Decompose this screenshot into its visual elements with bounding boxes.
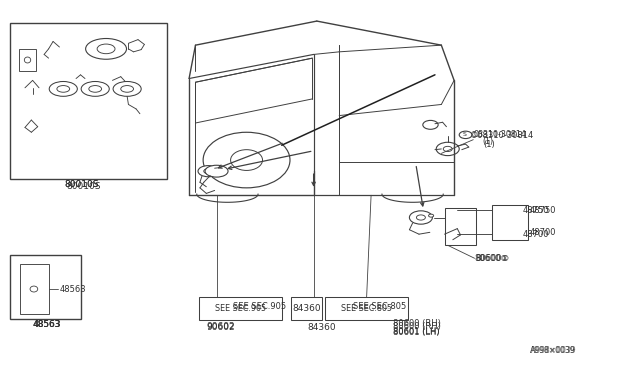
Ellipse shape bbox=[121, 86, 134, 92]
Ellipse shape bbox=[429, 214, 434, 217]
Text: 48563: 48563 bbox=[34, 320, 61, 329]
Text: 90602: 90602 bbox=[207, 322, 236, 331]
Text: 80010S: 80010S bbox=[67, 182, 101, 190]
Ellipse shape bbox=[113, 81, 141, 96]
Text: 48700: 48700 bbox=[529, 228, 556, 237]
Ellipse shape bbox=[203, 132, 290, 188]
Text: 48563: 48563 bbox=[33, 320, 61, 329]
Ellipse shape bbox=[30, 286, 38, 292]
Bar bbox=[492, 205, 527, 240]
Text: 90602: 90602 bbox=[207, 323, 236, 332]
Text: 80600①: 80600① bbox=[476, 254, 510, 263]
Bar bbox=[19, 49, 36, 71]
Ellipse shape bbox=[230, 150, 262, 170]
Ellipse shape bbox=[24, 57, 31, 63]
Bar bbox=[291, 297, 322, 320]
Bar bbox=[198, 297, 282, 320]
Text: 08310-30814: 08310-30814 bbox=[473, 130, 526, 140]
Ellipse shape bbox=[49, 81, 77, 96]
Text: ©08310-30814: ©08310-30814 bbox=[470, 131, 534, 141]
Text: 84360: 84360 bbox=[308, 323, 336, 332]
Text: 48563: 48563 bbox=[33, 321, 61, 330]
Ellipse shape bbox=[97, 44, 115, 54]
Text: 80601 (LH): 80601 (LH) bbox=[393, 327, 440, 336]
Ellipse shape bbox=[86, 38, 127, 59]
Text: A998×0039: A998×0039 bbox=[529, 346, 575, 355]
Bar bbox=[325, 297, 408, 320]
Text: SEE SEC.905: SEE SEC.905 bbox=[214, 304, 266, 313]
Ellipse shape bbox=[89, 86, 102, 92]
Text: 80600 (RH): 80600 (RH) bbox=[393, 321, 441, 331]
Ellipse shape bbox=[410, 211, 433, 224]
Text: SEE SEC.805: SEE SEC.805 bbox=[341, 304, 392, 313]
Bar bbox=[10, 23, 167, 179]
Text: 84360: 84360 bbox=[292, 304, 321, 313]
Text: (1): (1) bbox=[483, 140, 495, 149]
Ellipse shape bbox=[81, 81, 109, 96]
Text: A998×0039: A998×0039 bbox=[531, 346, 577, 355]
Bar bbox=[445, 208, 476, 245]
Text: (1): (1) bbox=[483, 137, 494, 146]
Text: 48750: 48750 bbox=[529, 206, 556, 215]
Text: 80600①: 80600① bbox=[474, 254, 509, 263]
Text: SEE SEC.805: SEE SEC.805 bbox=[353, 302, 406, 311]
Text: 80601 (LH): 80601 (LH) bbox=[393, 328, 440, 337]
Text: 80600 (RH): 80600 (RH) bbox=[393, 320, 441, 328]
Circle shape bbox=[460, 131, 472, 138]
Ellipse shape bbox=[204, 169, 212, 174]
Ellipse shape bbox=[423, 121, 438, 129]
Ellipse shape bbox=[205, 165, 228, 177]
Text: S: S bbox=[462, 132, 467, 137]
Ellipse shape bbox=[198, 166, 218, 177]
Text: SEE SEC.905: SEE SEC.905 bbox=[233, 302, 286, 311]
Text: 80010S: 80010S bbox=[65, 180, 99, 189]
Ellipse shape bbox=[444, 146, 452, 151]
Bar bbox=[20, 264, 49, 314]
Bar bbox=[10, 254, 81, 320]
Text: 80010S: 80010S bbox=[65, 180, 99, 189]
Ellipse shape bbox=[436, 142, 460, 155]
Text: 48563: 48563 bbox=[60, 285, 86, 294]
Ellipse shape bbox=[57, 86, 70, 92]
Ellipse shape bbox=[417, 215, 426, 220]
Text: 48700: 48700 bbox=[523, 230, 550, 239]
Text: 48750: 48750 bbox=[523, 206, 550, 215]
